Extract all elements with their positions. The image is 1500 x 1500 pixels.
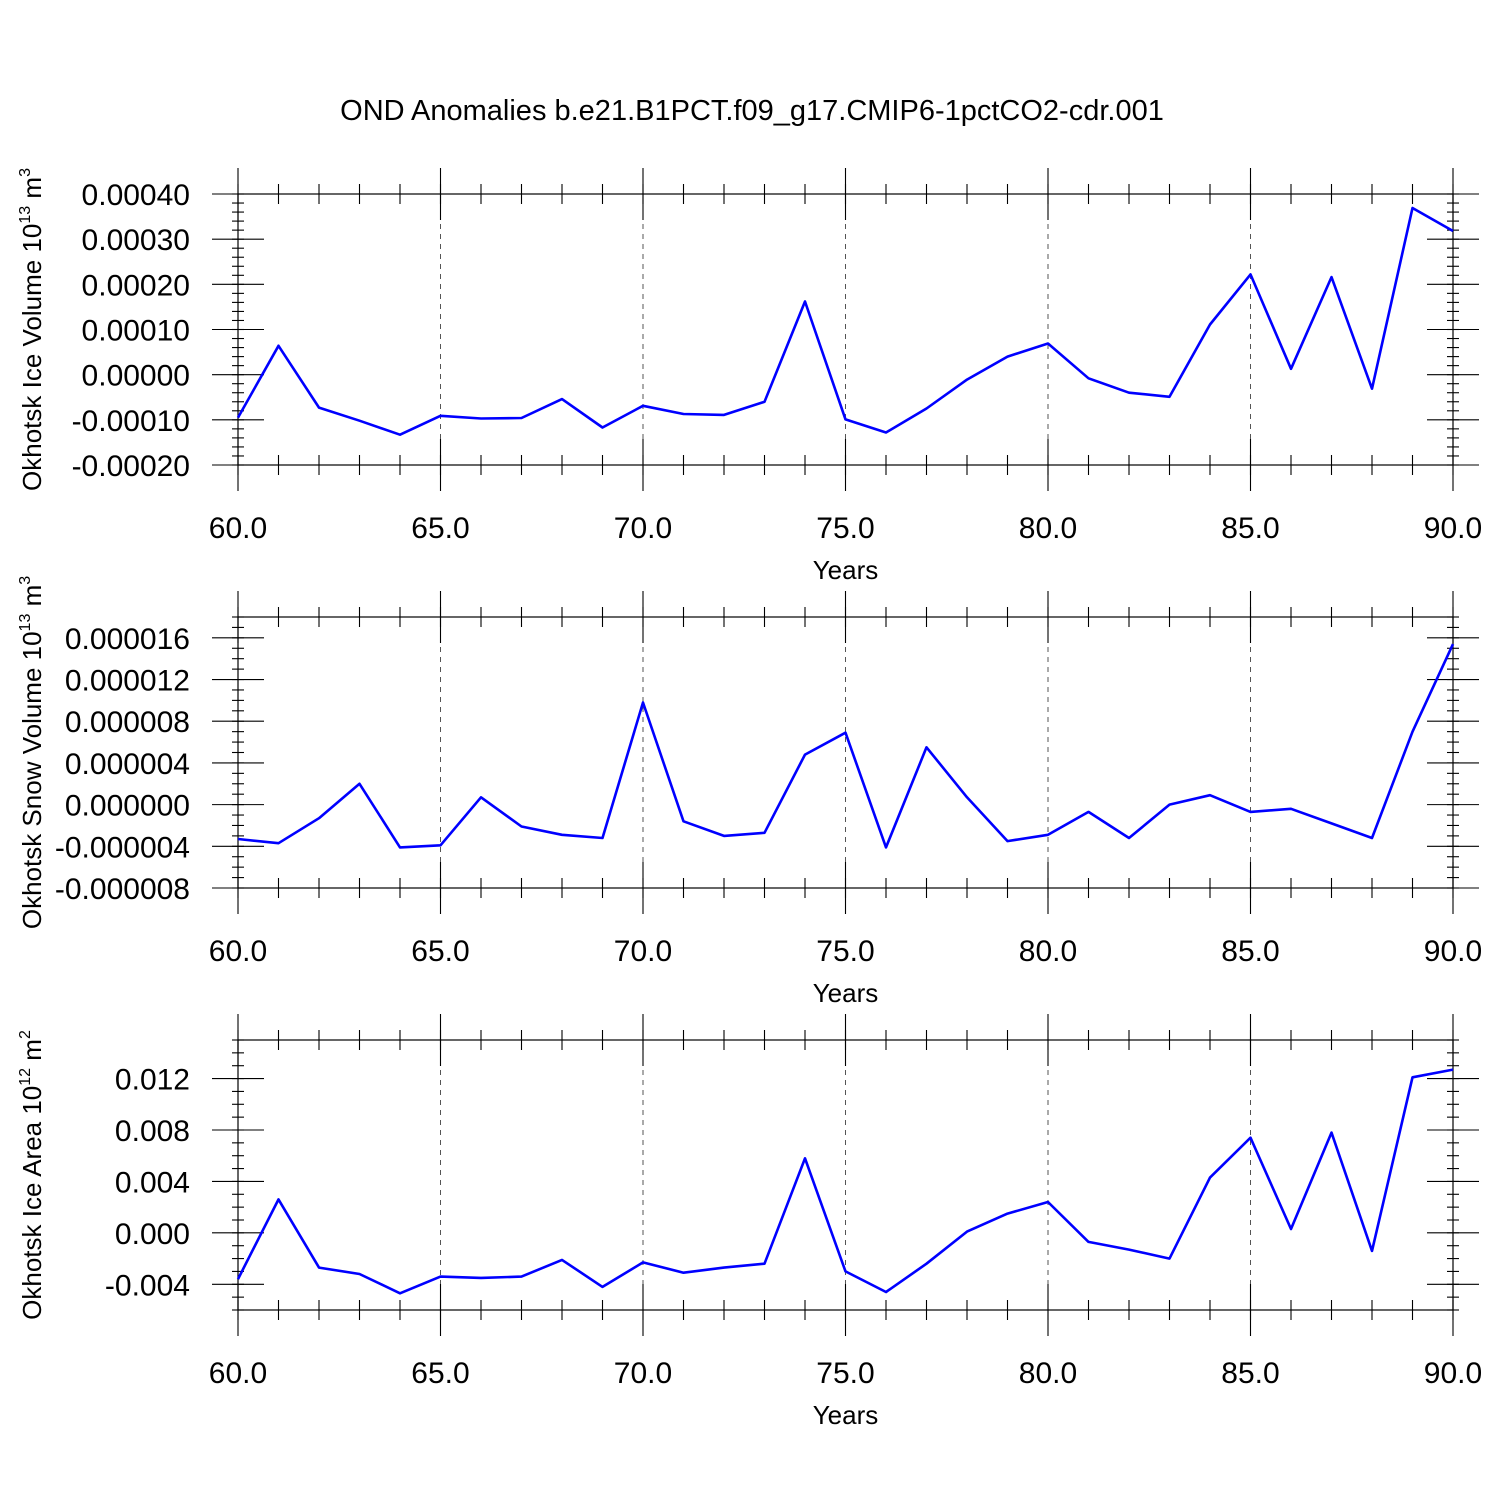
y-axis-title: Okhotsk Ice Area 1012 m2 — [17, 1030, 47, 1320]
x-tick-label: 75.0 — [816, 512, 874, 545]
y-tick-label: 0.00010 — [82, 315, 190, 348]
y-tick-label: -0.004 — [105, 1269, 190, 1302]
x-tick-label: 60.0 — [209, 935, 267, 968]
y-tick-label: 0.008 — [115, 1115, 190, 1148]
series-line — [238, 644, 1453, 847]
x-tick-label: 90.0 — [1424, 512, 1482, 545]
x-tick-label: 80.0 — [1019, 935, 1077, 968]
x-tick-label: 60.0 — [209, 1357, 267, 1390]
x-tick-label: 90.0 — [1424, 1357, 1482, 1390]
x-axis-title: Years — [813, 555, 879, 585]
y-tick-label: 0.000004 — [65, 748, 190, 781]
y-tick-label: 0.00040 — [82, 179, 190, 212]
y-tick-label: 0.000000 — [65, 790, 190, 823]
panel-2: -0.000008 -0.000004 0.000000 0.000004 0.0000… — [17, 576, 1482, 1008]
panel-1: -0.00020 -0.00010 0.00000 0.00010 0.00020 0.0… — [17, 168, 1482, 585]
panels: -0.00020 -0.00010 0.00000 0.00010 0.00020 0.0… — [17, 168, 1482, 1430]
figure-title: OND Anomalies b.e21.B1PCT.f09_g17.CMIP6-… — [340, 95, 1164, 127]
x-tick-label: 75.0 — [816, 935, 874, 968]
y-tick-label: 0.000016 — [65, 623, 190, 656]
series-line — [238, 208, 1453, 435]
x-tick-label: 80.0 — [1019, 512, 1077, 545]
y-tick-label: 0.00030 — [82, 224, 190, 257]
x-tick-label: 70.0 — [614, 512, 672, 545]
y-tick-label: 0.000012 — [65, 665, 190, 698]
x-tick-label: 65.0 — [411, 512, 469, 545]
x-tick-label: 80.0 — [1019, 1357, 1077, 1390]
y-tick-label: 0.012 — [115, 1064, 190, 1097]
x-tick-label: 90.0 — [1424, 935, 1482, 968]
x-tick-label: 85.0 — [1221, 512, 1279, 545]
y-axis-title: Okhotsk Snow Volume 1013 m3 — [17, 576, 47, 929]
x-tick-label: 60.0 — [209, 512, 267, 545]
x-tick-label: 75.0 — [816, 1357, 874, 1390]
y-tick-label: -0.00010 — [72, 405, 190, 438]
panel-3: -0.004 0.000 0.004 0.008 0.012 60.0 65.0 70.0 75… — [17, 1014, 1482, 1430]
y-tick-label: -0.000004 — [55, 831, 190, 864]
x-tick-label: 65.0 — [411, 1357, 469, 1390]
x-tick-label: 85.0 — [1221, 935, 1279, 968]
x-tick-label: 65.0 — [411, 935, 469, 968]
y-tick-label: -0.00020 — [72, 450, 190, 483]
y-tick-label: 0.000 — [115, 1218, 190, 1251]
x-tick-label: 70.0 — [614, 1357, 672, 1390]
y-tick-label: 0.000008 — [65, 706, 190, 739]
x-tick-label: 85.0 — [1221, 1357, 1279, 1390]
y-tick-label: 0.00000 — [82, 360, 190, 393]
y-tick-label: -0.000008 — [55, 873, 190, 906]
y-tick-label: 0.004 — [115, 1166, 190, 1199]
x-axis-title: Years — [813, 1400, 879, 1430]
y-tick-label: 0.00020 — [82, 269, 190, 302]
x-axis-title: Years — [813, 978, 879, 1008]
y-axis-title: Okhotsk Ice Volume 1013 m3 — [17, 168, 47, 491]
x-tick-label: 70.0 — [614, 935, 672, 968]
